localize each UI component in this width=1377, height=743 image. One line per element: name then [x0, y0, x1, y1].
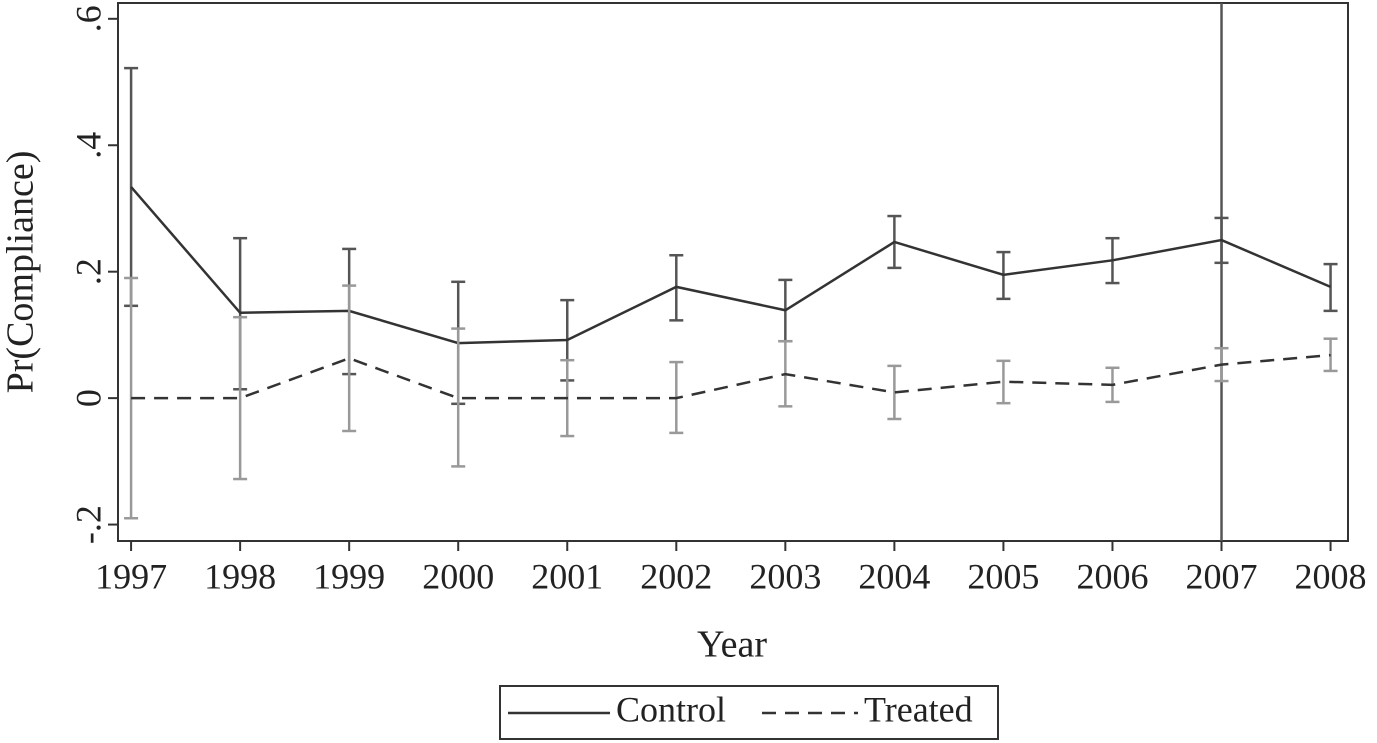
x-axis-label: Year [697, 624, 767, 666]
y-tick-label: -.2 [68, 505, 108, 544]
legend-box [499, 685, 999, 740]
x-tick-label: 2003 [749, 556, 821, 596]
x-tick-label: 1999 [313, 556, 385, 596]
x-tick-label: 2005 [967, 556, 1039, 596]
x-tick-label: 2000 [422, 556, 494, 596]
x-tick-label: 1997 [95, 556, 167, 596]
legend-label: Control [616, 689, 726, 729]
x-tick-label: 2004 [858, 556, 930, 596]
x-tick-label: 2001 [531, 556, 603, 596]
x-tick-label: 2007 [1186, 556, 1258, 596]
legend-label: Treated [864, 689, 973, 729]
x-tick-label: 1998 [204, 556, 276, 596]
plot-frame [117, 2, 1349, 542]
y-axis-label: Pr(Compliance) [0, 151, 42, 394]
y-tick-label: 0 [68, 389, 108, 407]
x-tick-label: 2002 [640, 556, 712, 596]
x-tick-label: 2008 [1295, 556, 1367, 596]
series-line [131, 353, 1331, 400]
y-tick-label: .2 [68, 258, 108, 285]
x-tick-label: 2006 [1076, 556, 1148, 596]
y-tick-label: .4 [68, 132, 108, 159]
series-line [130, 186, 1332, 345]
y-tick-label: .6 [68, 5, 108, 32]
